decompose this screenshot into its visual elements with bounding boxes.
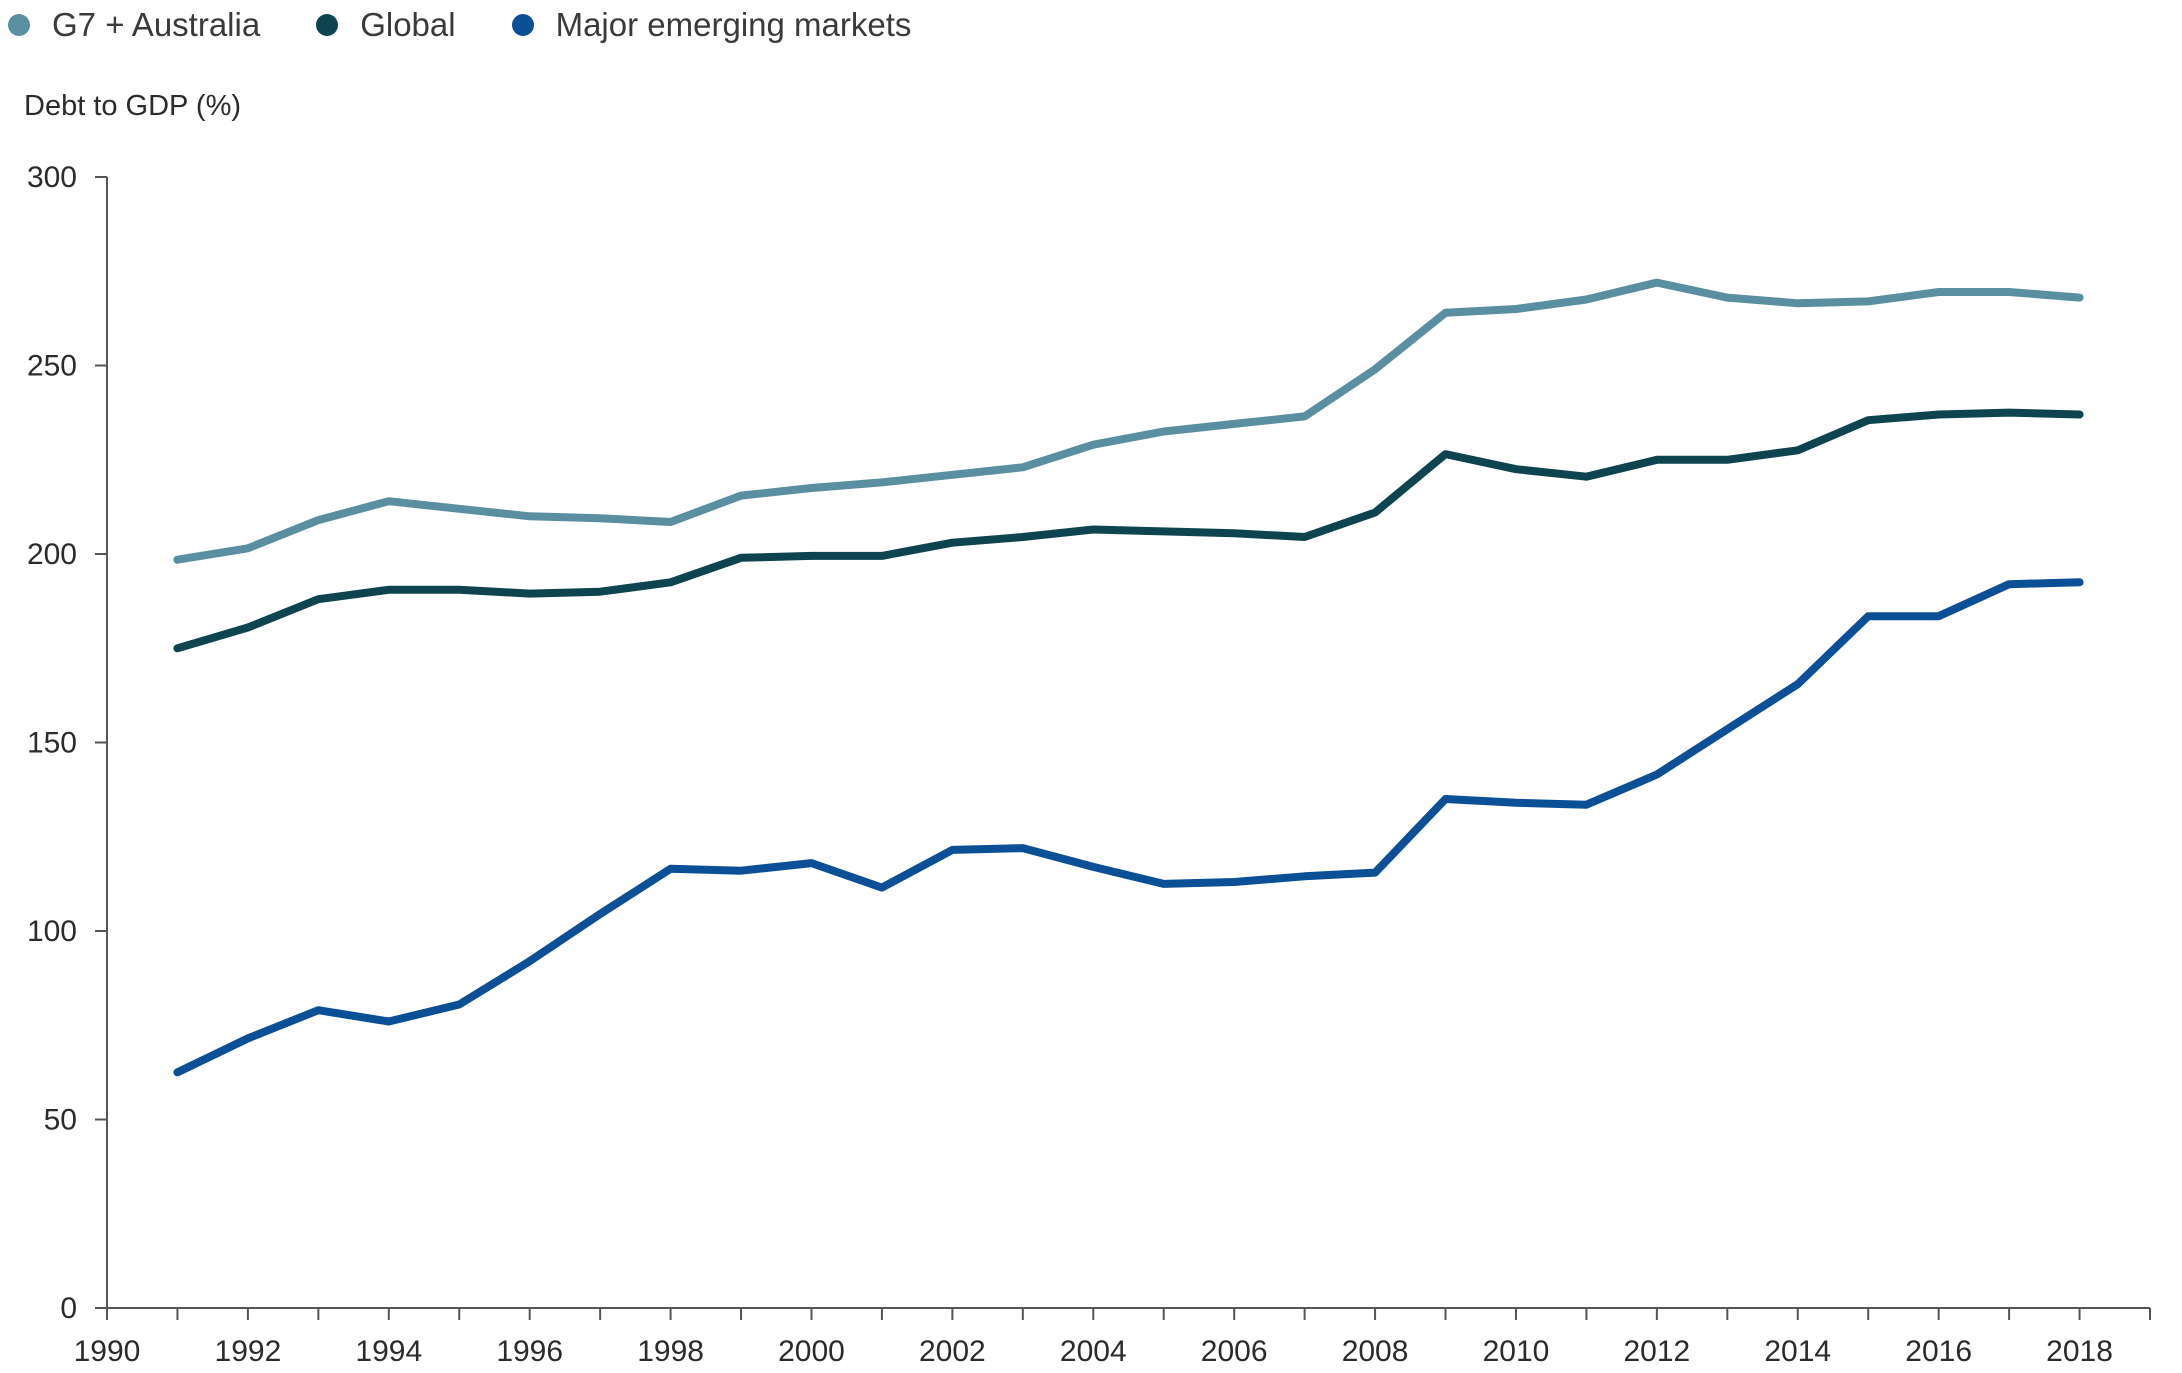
- x-tick-label: 2010: [1483, 1335, 1550, 1368]
- x-tick-label: 1992: [215, 1335, 282, 1368]
- y-tick-label: 50: [44, 1104, 77, 1137]
- y-tick-label: 150: [27, 727, 77, 760]
- x-tick-label: 1996: [496, 1335, 563, 1368]
- y-tick-label: 0: [60, 1292, 77, 1325]
- y-tick-label: 300: [27, 161, 77, 194]
- x-tick-label: 1994: [355, 1335, 422, 1368]
- legend-label: G7 + Australia: [52, 6, 261, 43]
- x-tick-label: 2000: [778, 1335, 845, 1368]
- legend-label: Global: [360, 6, 456, 43]
- x-tick-label: 2004: [1060, 1335, 1127, 1368]
- legend-item: Major emerging markets: [511, 6, 912, 44]
- x-tick-label: 1998: [637, 1335, 704, 1368]
- x-tick-label: 1990: [74, 1335, 141, 1368]
- x-tick-label: 2008: [1342, 1335, 1409, 1368]
- series-line: [173, 578, 2084, 1077]
- y-axis-title: Debt to GDP (%): [24, 90, 241, 122]
- legend: G7 + Australia Global Major emerging marke…: [0, 0, 959, 50]
- x-tick-label: 2006: [1201, 1335, 1268, 1368]
- legend-item: G7 + Australia: [8, 6, 260, 44]
- y-tick-label: 200: [27, 538, 77, 571]
- x-tick-label: 2012: [1623, 1335, 1690, 1368]
- x-tick-label: 2014: [1764, 1335, 1831, 1368]
- y-tick-label: 100: [27, 915, 77, 948]
- x-tick-label: 2002: [919, 1335, 986, 1368]
- y-tick-label: 250: [27, 350, 77, 383]
- x-tick-label: 2018: [2046, 1335, 2113, 1368]
- legend-marker: [316, 14, 339, 36]
- legend-marker: [511, 14, 534, 36]
- x-tick-label: 2016: [1905, 1335, 1972, 1368]
- series-line: [173, 408, 2084, 653]
- legend-marker: [8, 14, 30, 36]
- legend-item: Global: [316, 6, 456, 44]
- legend-label: Major emerging markets: [555, 6, 912, 43]
- series-line: [173, 278, 2084, 564]
